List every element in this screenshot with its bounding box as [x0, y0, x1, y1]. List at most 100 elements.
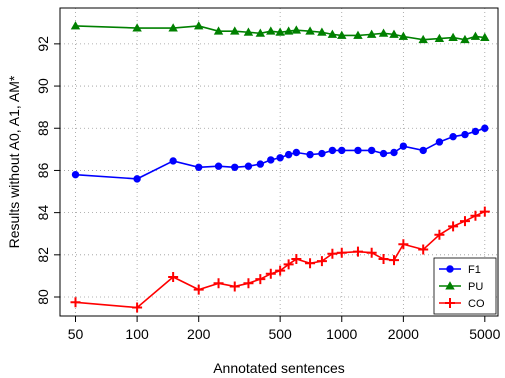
y-tick-label: 86	[35, 162, 51, 178]
data-point-pu	[460, 34, 470, 44]
data-point-f1	[284, 150, 293, 159]
data-point-co	[168, 271, 179, 282]
data-point-pu	[193, 21, 204, 30]
data-point-pu	[418, 34, 428, 44]
legend-label-f1: F1	[468, 264, 481, 276]
data-point-co	[229, 281, 240, 292]
series-co	[70, 206, 490, 313]
data-point-pu	[480, 32, 490, 41]
data-point-pu	[353, 30, 363, 39]
data-point-f1	[195, 163, 203, 171]
legend: F1 PU CO	[433, 257, 497, 315]
data-point-f1	[390, 148, 398, 157]
data-point-co	[265, 268, 276, 279]
y-axis: 80 82 84 86 88 90 92	[35, 36, 60, 305]
data-point-f1	[276, 154, 284, 162]
data-point-f1	[367, 146, 376, 155]
legend-marker-f1	[446, 265, 454, 273]
data-point-co	[193, 284, 204, 295]
data-point-pu	[168, 23, 178, 32]
legend-item-pu: PU	[439, 281, 483, 293]
legend-item-co: CO	[439, 298, 485, 310]
data-point-pu	[213, 26, 224, 35]
x-tick-label: 200	[187, 326, 211, 342]
x-tick-label: 2000	[388, 326, 419, 342]
data-point-co	[327, 248, 338, 259]
y-tick-label: 92	[35, 36, 51, 52]
data-point-f1	[449, 132, 457, 141]
y-tick-label: 82	[35, 247, 51, 263]
data-point-f1	[214, 162, 223, 170]
x-tick-label: 100	[125, 326, 149, 342]
data-point-f1	[244, 162, 253, 170]
data-point-pu	[70, 21, 81, 30]
data-point-pu	[275, 27, 285, 36]
y-tick-label: 90	[35, 78, 51, 94]
data-point-co	[283, 259, 294, 270]
data-point-co	[398, 239, 409, 250]
y-axis-label: Results without A0, A1, AM*	[6, 75, 22, 248]
data-point-co	[459, 216, 470, 227]
data-point-co	[366, 247, 377, 258]
data-point-pu	[291, 25, 302, 34]
data-point-pu	[398, 31, 409, 40]
data-point-f1	[133, 175, 141, 183]
series-pu	[70, 21, 490, 44]
y-tick-label: 80	[35, 289, 51, 305]
data-point-pu	[283, 26, 294, 35]
data-point-f1	[354, 146, 362, 155]
data-point-co	[213, 278, 224, 289]
data-point-f1	[306, 150, 314, 159]
series-layer	[70, 21, 490, 313]
data-point-f1	[231, 163, 239, 171]
data-point-pu	[378, 28, 389, 37]
data-point-f1	[292, 148, 301, 157]
data-point-pu	[434, 33, 445, 43]
x-axis-label: Annotated sentences	[213, 360, 345, 376]
x-tick-label: 1000	[326, 326, 357, 342]
data-point-co	[305, 258, 316, 269]
data-point-f1	[379, 149, 388, 158]
data-point-pu	[132, 23, 142, 32]
data-point-f1	[461, 130, 469, 139]
data-point-co	[470, 210, 481, 221]
data-point-co	[132, 302, 143, 313]
data-point-pu	[266, 26, 276, 35]
legend-item-f1: F1	[439, 264, 481, 276]
data-point-co	[418, 244, 429, 255]
data-point-co	[389, 255, 400, 266]
x-tick-label: 50	[68, 326, 84, 342]
x-tick-label: 500	[268, 326, 292, 342]
data-point-co	[378, 254, 389, 265]
data-point-pu	[230, 26, 240, 35]
data-point-f1	[328, 146, 337, 155]
data-point-pu	[366, 29, 377, 38]
data-point-co	[336, 247, 347, 258]
data-point-pu	[337, 30, 347, 39]
data-point-co	[434, 229, 445, 240]
data-point-co	[275, 265, 286, 276]
data-point-co	[291, 254, 302, 265]
data-point-pu	[327, 29, 338, 38]
data-point-f1	[169, 157, 177, 165]
data-point-pu	[470, 31, 481, 40]
data-point-f1	[471, 127, 480, 136]
data-point-pu	[317, 27, 327, 36]
y-tick-label: 84	[35, 205, 51, 221]
data-point-f1	[481, 124, 489, 132]
legend-label-co: CO	[468, 298, 485, 310]
x-tick-label: 5000	[469, 326, 500, 342]
data-point-co	[448, 221, 459, 232]
data-point-f1	[435, 138, 444, 146]
data-point-pu	[305, 26, 315, 35]
data-point-f1	[338, 146, 346, 155]
y-tick-label: 88	[35, 120, 51, 136]
data-point-pu	[389, 29, 399, 38]
legend-marker-pu	[445, 281, 455, 290]
data-point-f1	[71, 170, 80, 179]
data-point-co	[243, 278, 254, 289]
data-point-f1	[267, 156, 275, 164]
data-point-f1	[256, 160, 265, 168]
